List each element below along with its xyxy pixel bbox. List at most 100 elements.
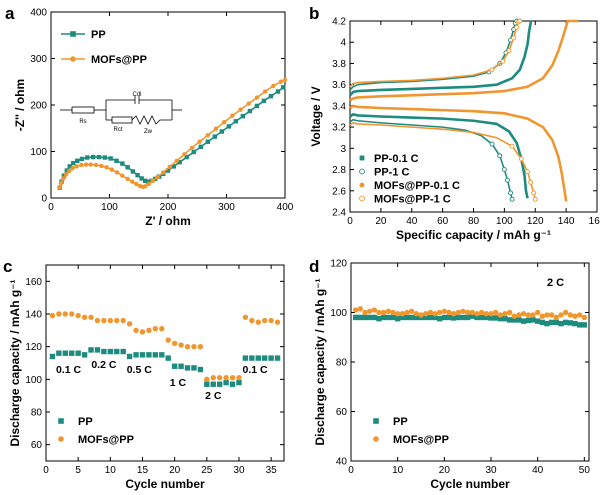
data-point [75,158,80,163]
data-point [90,154,96,160]
x-tick-label: 25 [201,465,213,476]
y-tick-label: 300 [30,54,47,65]
data-point [553,314,560,321]
x-tick-label: 20 [439,465,451,476]
data-point [532,196,538,202]
data-point [483,311,490,317]
x-tick-label: 300 [218,202,235,213]
y-tick-label: 80 [31,408,43,419]
data-point [189,145,195,150]
data-point [198,144,203,150]
rate-label: 0.1 C [242,364,268,376]
data-point [506,317,513,323]
data-point [274,319,281,325]
data-point [62,350,68,356]
data-point [216,375,223,381]
y-axis-label: Discharge capacity / mAh g⁻¹ [313,278,327,445]
legend-marker [359,168,365,175]
data-point [167,164,172,170]
data-point [505,177,510,183]
x-tick-label: 100 [496,216,513,227]
data-point [242,355,249,361]
data-point [88,162,93,167]
legend-entry: PP [91,29,106,41]
data-point [371,307,378,313]
resistor-rct [111,116,133,124]
data-point [139,176,144,181]
data-point [139,352,146,358]
data-point [223,375,229,381]
data-point [146,327,152,334]
data-point [182,152,187,157]
x-tick-label: 20 [375,216,387,227]
data-point [548,312,555,318]
data-point [525,169,530,175]
data-point [518,156,524,162]
data-point [236,379,242,386]
data-point [262,355,268,361]
data-point [501,167,507,173]
data-point [114,317,120,324]
data-point [418,312,424,318]
data-point [114,158,119,163]
data-point [81,314,88,320]
data-point [511,35,517,41]
data-point [380,309,387,316]
x-tick-label: 100 [101,202,118,213]
data-point [107,348,114,355]
data-point [474,314,480,321]
panel-label: c [3,257,12,276]
data-point [404,314,410,321]
data-point [61,176,66,181]
data-point [562,309,569,316]
y-tick-label: 120 [25,342,42,353]
data-point [548,319,555,326]
data-point [108,156,113,161]
data-point [96,154,102,160]
x-tick-label: 0 [348,465,354,476]
legend-entry: MOFs@PP [91,54,147,66]
data-point [525,317,532,324]
x-axis-label: Specific capacity / mAh g⁻¹ [396,228,551,242]
plot-frame [45,264,285,462]
data-point [366,308,373,314]
data-point [139,329,146,335]
data-point [165,168,171,173]
data-point [71,160,76,166]
data-point [49,353,56,360]
data-point [562,319,569,326]
x-tick-label: 160 [589,216,600,227]
warburg-element [131,115,172,125]
data-point [404,309,410,316]
legend-marker [359,182,365,188]
data-point [254,95,260,100]
data-point [126,353,133,360]
data-point [197,366,204,373]
series-line-MOFs@PP-1 C [349,20,521,88]
y-axis-label: Voltage / V [309,86,323,146]
data-point [184,343,191,350]
data-point [81,352,88,358]
legend-marker [359,195,365,202]
data-point [511,317,518,323]
data-point [576,322,583,328]
data-point [152,326,159,332]
data-point [531,190,537,196]
data-point [102,155,108,160]
data-point [520,318,527,324]
y-tick-label: 160 [25,277,42,288]
data-point [357,314,364,321]
y-tick-label: 200 [30,101,47,112]
data-point [460,308,466,314]
data-point [399,314,406,321]
data-point [446,314,452,321]
data-point [427,314,434,321]
data-point [213,126,219,131]
data-point [93,162,99,168]
data-point [146,352,152,358]
y-tick-label: 60 [31,440,43,451]
data-point [133,352,139,358]
data-point [516,317,522,323]
data-point [126,321,133,327]
